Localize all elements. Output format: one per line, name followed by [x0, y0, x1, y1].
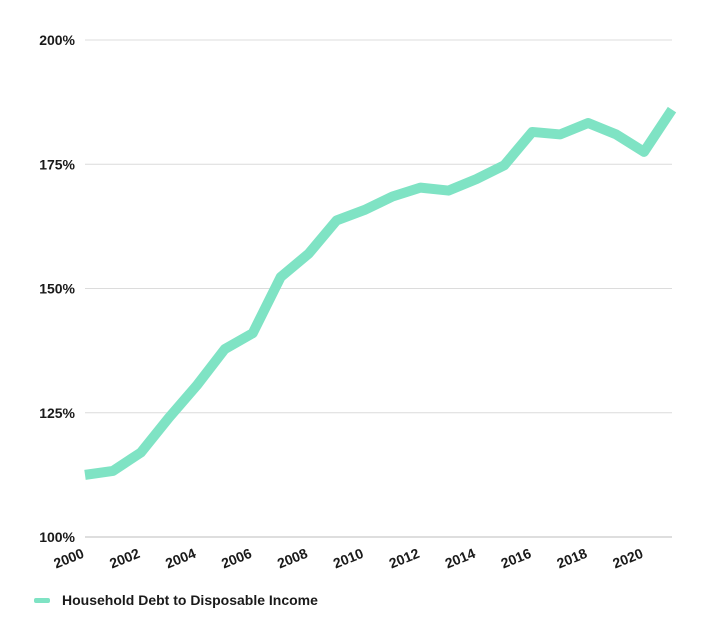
legend-label: Household Debt to Disposable Income	[62, 592, 318, 608]
x-tick-label: 2016	[498, 545, 533, 572]
x-tick-label: 2020	[610, 545, 645, 572]
x-tick-label: 2008	[275, 545, 310, 572]
x-tick-label: 2010	[331, 545, 366, 572]
x-tick-label: 2004	[163, 545, 198, 572]
x-tick-label: 2000	[51, 545, 86, 572]
y-tick-label: 125%	[39, 405, 75, 421]
y-tick-label: 175%	[39, 156, 75, 172]
x-tick-label: 2014	[443, 545, 478, 572]
legend-swatch	[34, 597, 50, 603]
y-tick-label: 200%	[39, 32, 75, 48]
x-tick-label: 2006	[219, 545, 254, 572]
x-axis-ticks: 2000 2002 2004 2006 2008 2010 2012 2014 2016 2018…	[51, 545, 645, 572]
x-tick-label: 2018	[554, 545, 589, 572]
legend: Household Debt to Disposable Income	[34, 592, 318, 608]
series-lines	[84, 106, 677, 480]
y-axis-ticks: 200% 175% 150% 125% 100%	[39, 32, 75, 545]
x-tick-label: 2012	[387, 545, 422, 572]
series-line	[84, 106, 677, 480]
y-tick-label: 100%	[39, 529, 75, 545]
x-tick-label: 2002	[107, 545, 142, 572]
grid-lines	[85, 39, 672, 538]
y-tick-label: 150%	[39, 281, 75, 297]
